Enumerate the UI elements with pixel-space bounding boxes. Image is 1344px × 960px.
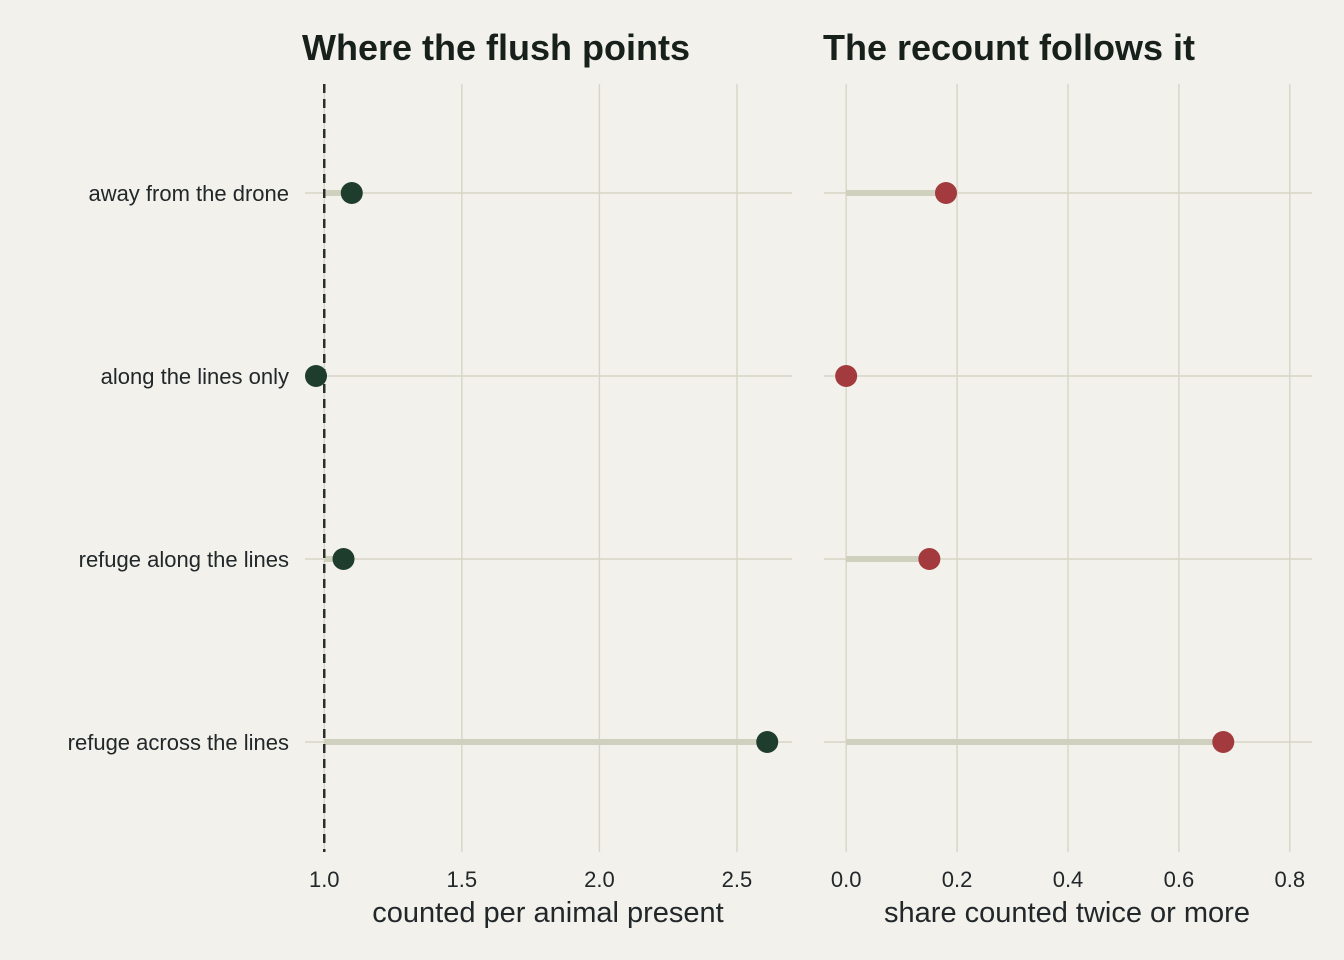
right-data-point [1212,731,1235,753]
left-marks [305,84,779,852]
right-x-tick-label: 0.4 [1053,867,1084,892]
right-ticks: 0.0 0.2 0.4 0.6 0.8 [831,867,1305,892]
category-labels: away from the drone along the lines only r… [68,181,289,755]
left-data-point [340,182,363,204]
left-x-tick-label: 1.5 [447,867,478,892]
right-marks [835,182,1235,753]
left-x-tick-label: 2.5 [722,867,753,892]
left-data-point [756,731,779,753]
left-x-axis-title: counted per animal present [372,897,723,929]
right-data-point [835,365,858,387]
left-panel: 1.0 1.5 2.0 2.5 Where the flush points coun… [302,27,792,929]
left-grid [305,84,792,852]
left-panel-title: Where the flush points [302,27,690,68]
right-panel: 0.0 0.2 0.4 0.6 0.8 The recount follows it s… [823,27,1312,929]
left-data-point [332,548,355,570]
category-label: refuge across the lines [68,730,289,755]
right-panel-title: The recount follows it [823,27,1195,68]
right-data-point [935,182,957,204]
category-label: away from the drone [88,181,289,206]
left-ticks: 1.0 1.5 2.0 2.5 [309,867,752,892]
category-label: along the lines only [101,364,289,389]
category-label: refuge along the lines [79,547,289,572]
right-x-tick-label: 0.0 [831,867,862,892]
left-data-point [305,365,328,387]
left-x-tick-label: 1.0 [309,867,340,892]
right-x-axis-title: share counted twice or more [884,897,1250,929]
left-x-tick-label: 2.0 [584,867,615,892]
right-x-tick-label: 0.6 [1164,867,1195,892]
right-x-tick-label: 0.8 [1275,867,1306,892]
right-x-tick-label: 0.2 [942,867,973,892]
right-data-point [918,548,941,570]
